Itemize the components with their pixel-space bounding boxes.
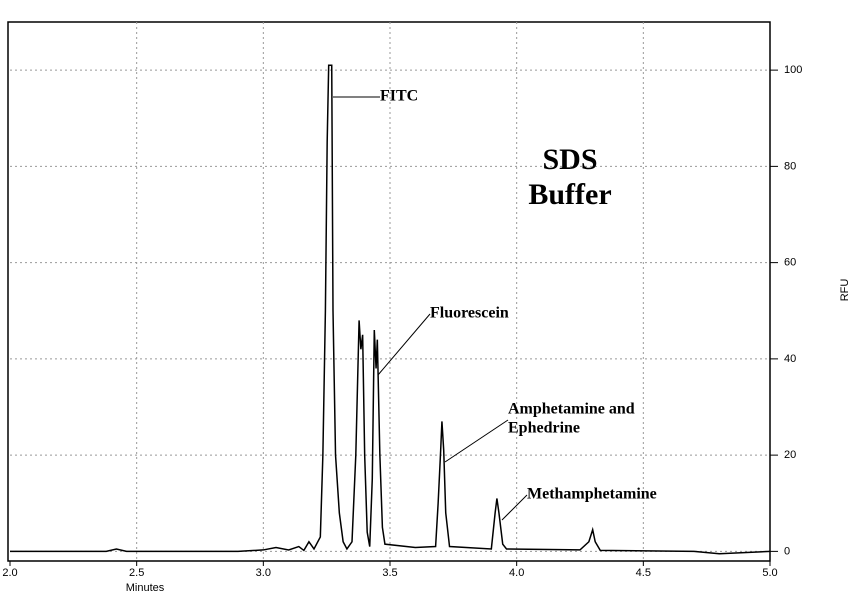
annotation: Buffer — [528, 178, 611, 211]
trace — [10, 64, 771, 555]
x-tick-label: 2.5 — [129, 567, 144, 579]
annotation: SDS — [542, 143, 597, 176]
x-tick-label: 3.0 — [256, 567, 271, 579]
annotation: Ephedrine — [508, 420, 580, 437]
y-tick-label: 80 — [784, 160, 796, 172]
x-tick-label: 4.0 — [509, 567, 524, 579]
y-tick-label: 100 — [784, 64, 802, 76]
leader-line — [501, 494, 528, 521]
leader-line — [444, 419, 509, 463]
annotation: Methamphetamine — [527, 486, 657, 503]
y-tick-label: 0 — [784, 545, 790, 557]
annotation: FITC — [380, 88, 418, 105]
y-tick-label: 20 — [784, 449, 796, 461]
y-axis-label: RFU — [839, 279, 851, 302]
leader-line — [377, 313, 431, 376]
x-tick-label: 2.0 — [2, 567, 17, 579]
annotation: Fluorescein — [430, 305, 509, 322]
plot-frame — [7, 21, 771, 562]
y-tick-label: 40 — [784, 353, 796, 365]
x-tick-label: 4.5 — [636, 567, 651, 579]
annotation: Amphetamine and — [508, 401, 635, 418]
x-tick-label: 5.0 — [762, 567, 777, 579]
y-tick-label: 60 — [784, 257, 796, 269]
x-tick-label: 3.5 — [382, 567, 397, 579]
x-axis-label: Minutes — [126, 582, 165, 594]
